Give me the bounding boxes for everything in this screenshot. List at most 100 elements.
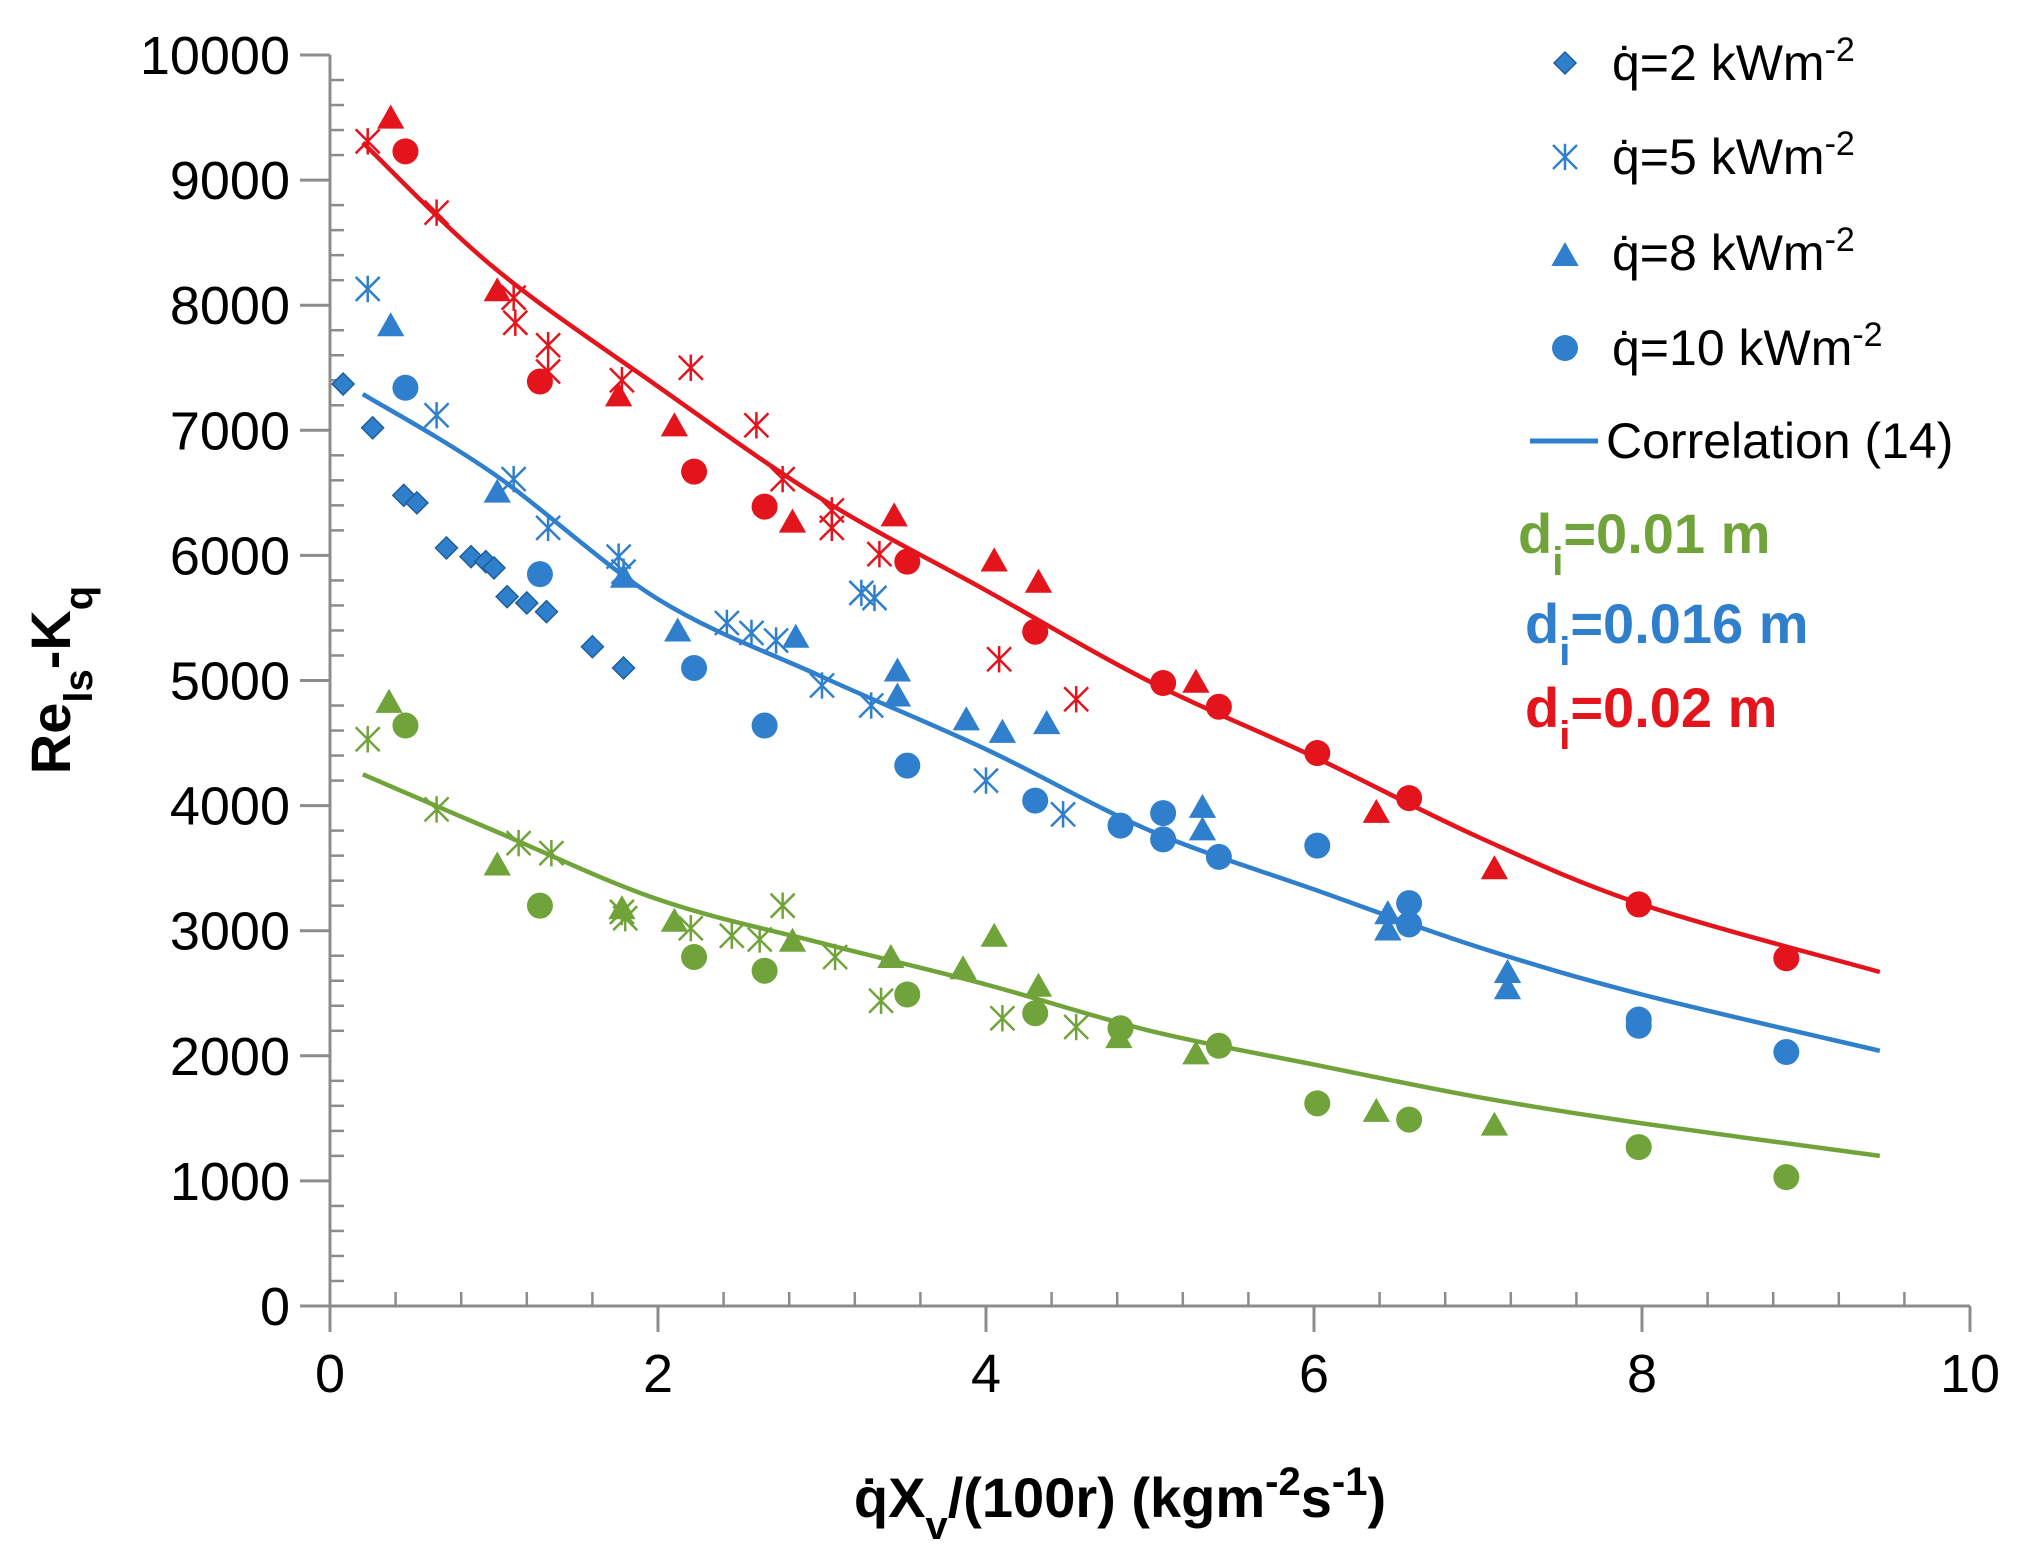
data-point [1150, 826, 1177, 853]
data-point [952, 706, 980, 731]
data-point [778, 508, 807, 533]
data-point [848, 579, 875, 607]
data-point [502, 309, 529, 336]
data-point [1024, 568, 1053, 593]
diameter-note-red: di=0.02 m [1525, 676, 1777, 758]
data-point [1362, 1097, 1390, 1122]
data-point [1773, 1039, 1800, 1066]
legend-label-sup: -2 [1825, 31, 1855, 69]
x-tick-label: 10 [1940, 1344, 2000, 1404]
legend-label: q̇=8 kWm-2 [1612, 221, 1855, 281]
data-point [1205, 1032, 1232, 1059]
data-point [1182, 1040, 1210, 1065]
x-axis-title-sup2: -1 [1332, 1460, 1368, 1504]
y-tick-label: 7000 [170, 401, 290, 461]
x-tick-label: 8 [1627, 1344, 1657, 1404]
data-point [1625, 1012, 1652, 1039]
legend-symbol [1551, 242, 1579, 267]
data-point [1374, 916, 1402, 941]
data-point [1024, 972, 1053, 997]
data-point [1396, 785, 1423, 812]
data-point [769, 892, 796, 919]
data-point [535, 332, 562, 359]
legend-symbol [1552, 50, 1578, 76]
data-point [423, 199, 450, 226]
data-point [1396, 890, 1423, 917]
data-point [354, 275, 381, 303]
series-green-circle [392, 712, 1800, 1191]
data-point [718, 922, 745, 949]
x-tick-label: 2 [643, 1344, 673, 1404]
y-axis-title-sub2: q [57, 586, 101, 610]
data-point [580, 634, 605, 659]
legend-item-q8: q̇=8 kWm-2 [1551, 221, 1855, 281]
y-tick-label: 2000 [170, 1027, 290, 1087]
data-point [514, 590, 539, 615]
data-point [423, 402, 450, 429]
data-point [483, 851, 511, 876]
data-point [423, 796, 450, 823]
x-axis-title-mid: s [1301, 1466, 1332, 1529]
y-tick-label: 5000 [170, 652, 290, 712]
data-point [861, 584, 888, 612]
data-point [526, 561, 553, 588]
data-point [980, 922, 1008, 947]
data-point [1205, 693, 1232, 720]
data-point [354, 726, 381, 753]
y-tick-label: 0 [260, 1277, 290, 1337]
legend-label: q̇=2 kWm-2 [1612, 31, 1855, 91]
data-point [1480, 855, 1509, 880]
note-sub: i [1552, 540, 1563, 584]
data-point [664, 617, 692, 642]
data-point [809, 672, 835, 699]
series-blue-diamond [331, 371, 636, 681]
x-tick-label: 4 [971, 1344, 1001, 1404]
data-point [1022, 1000, 1049, 1027]
x-tick-label: 0 [315, 1344, 345, 1404]
data-point [377, 312, 405, 337]
note-value: =0.01 m [1563, 502, 1770, 565]
series-red-triangle [377, 104, 1509, 880]
correlation-line-blue [361, 392, 1881, 1053]
data-point [534, 599, 559, 624]
note-d: d [1525, 676, 1559, 739]
legend-item-q10: q̇=10 kWm-2 [1552, 316, 1883, 376]
data-point [1107, 812, 1134, 839]
data-point [354, 128, 381, 155]
series-blue-star [354, 275, 1076, 828]
y-tick-label: 8000 [170, 276, 290, 336]
y-tick-label: 10000 [140, 26, 290, 86]
data-point [1304, 832, 1331, 859]
data-point [483, 277, 511, 302]
data-point [883, 657, 912, 682]
data-point [681, 943, 708, 970]
data-point [866, 540, 893, 568]
legend-label: q̇=5 kWm-2 [1612, 125, 1855, 185]
data-point [1022, 787, 1049, 814]
data-point [1150, 800, 1177, 827]
series-green-triangle [375, 688, 1509, 1136]
data-point [868, 987, 894, 1014]
x-axis-title-sup1: -2 [1265, 1460, 1301, 1504]
data-point [377, 104, 405, 129]
legend-symbol [1552, 335, 1578, 361]
data-point [483, 478, 511, 503]
data-point [1773, 1164, 1800, 1191]
data-point [1205, 843, 1232, 870]
data-point [778, 927, 807, 952]
legend-marker-triangle [1551, 242, 1579, 267]
data-point [894, 548, 921, 575]
data-point [1304, 1090, 1331, 1117]
data-point [1188, 793, 1217, 818]
data-point [980, 547, 1008, 572]
data-point [1480, 1111, 1509, 1136]
data-point [500, 284, 527, 311]
x-axis-title-sub: v [925, 1504, 948, 1548]
note-sub: i [1559, 714, 1570, 758]
legend-label-sup: -2 [1825, 221, 1855, 259]
data-point [660, 412, 689, 437]
data-point [505, 829, 532, 857]
legend-label-text: q̇=2 kWm [1612, 35, 1825, 91]
